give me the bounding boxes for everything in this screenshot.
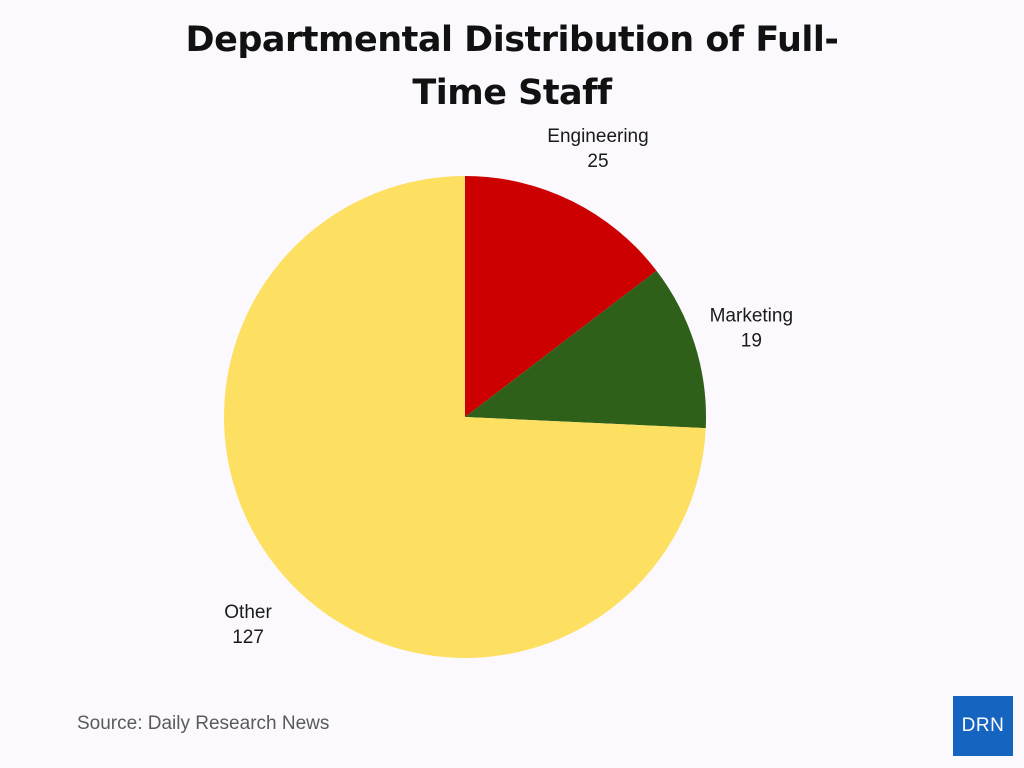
slice-value-other: 127 bbox=[232, 627, 264, 648]
chart-title-line-1: Departmental Distribution of Full- bbox=[185, 20, 839, 60]
pie-slice-other bbox=[224, 176, 706, 658]
slice-value-engineering: 25 bbox=[587, 151, 608, 172]
chart-title: Departmental Distribution of Full- Time … bbox=[112, 14, 912, 120]
pie-slice-marketing bbox=[465, 270, 706, 429]
slice-label-marketing: Marketing bbox=[710, 305, 793, 326]
chart-title-line-2: Time Staff bbox=[412, 73, 612, 113]
slice-value-marketing: 19 bbox=[741, 330, 762, 351]
drn-logo: DRN bbox=[953, 696, 1013, 756]
slice-label-engineering: Engineering bbox=[547, 126, 648, 147]
source-note: Source: Daily Research News bbox=[77, 713, 330, 734]
slice-label-other: Other bbox=[224, 602, 272, 623]
pie-slice-engineering bbox=[465, 176, 657, 417]
